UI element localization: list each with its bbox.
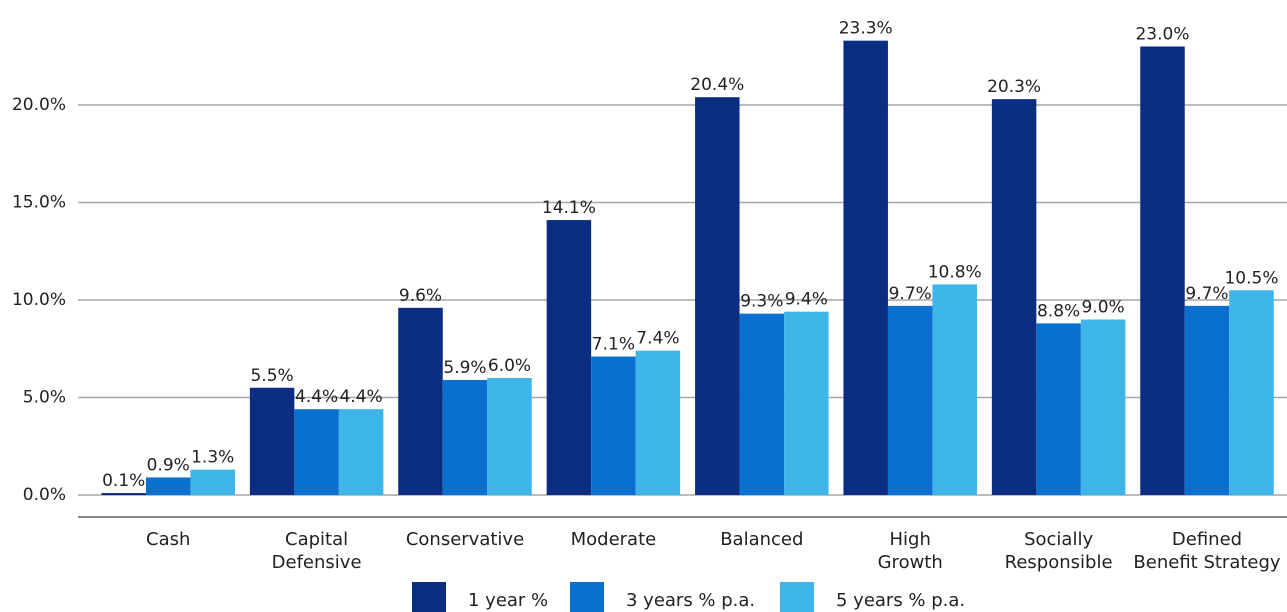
value-label: 9.7%: [889, 284, 932, 304]
value-label: 0.1%: [102, 471, 145, 491]
x-tick-label: Conservative: [406, 529, 524, 550]
bar: [1140, 46, 1185, 495]
y-tick-label: 5.0%: [23, 388, 66, 408]
value-label: 6.0%: [488, 356, 531, 376]
value-label: 5.5%: [250, 366, 293, 386]
value-label: 10.5%: [1224, 268, 1278, 288]
bar: [1184, 305, 1230, 495]
bar: [784, 311, 829, 495]
y-tick-label: 10.0%: [12, 290, 66, 310]
value-label: 10.8%: [928, 262, 982, 282]
bar: [695, 97, 740, 495]
value-label: 14.1%: [542, 198, 596, 218]
x-tick-label: Cash: [146, 529, 190, 550]
value-label: 9.4%: [785, 290, 828, 310]
bar: [546, 220, 592, 496]
x-tick-label: Moderate: [571, 529, 657, 550]
bar: [932, 284, 977, 495]
value-label: 9.0%: [1081, 298, 1124, 318]
legend-label: 5 years % p.a.: [836, 590, 965, 611]
x-tick-label: Capital Defensive: [272, 529, 362, 573]
bar: [190, 469, 235, 495]
legend-swatch: [780, 582, 814, 612]
value-label: 9.6%: [399, 286, 442, 306]
x-tick-label: Socially Responsible: [1005, 529, 1113, 573]
bar: [887, 305, 933, 495]
y-tick-label: 0.0%: [23, 485, 66, 505]
value-label: 1.3%: [191, 448, 234, 468]
value-label: 23.0%: [1135, 25, 1189, 45]
y-tick-label: 15.0%: [12, 193, 66, 213]
value-label: 8.8%: [1037, 301, 1080, 321]
x-tick-label: High Growth: [878, 529, 943, 573]
y-tick-label: 20.0%: [12, 95, 66, 115]
bar: [991, 99, 1037, 496]
bar: [843, 40, 888, 496]
bar: [294, 409, 339, 495]
bar: [398, 307, 443, 495]
value-label: 20.4%: [690, 75, 744, 95]
value-label: 4.4%: [339, 387, 382, 407]
bar: [635, 350, 681, 495]
legend-swatch: [412, 582, 446, 612]
value-label: 20.3%: [987, 77, 1041, 97]
x-tick-label: Defined Benefit Strategy: [1133, 529, 1280, 573]
value-label: 9.3%: [740, 292, 783, 312]
bar: [338, 409, 384, 495]
value-label: 4.4%: [295, 387, 338, 407]
bar: [145, 477, 191, 495]
value-label: 7.4%: [636, 329, 679, 349]
bar: [442, 379, 488, 495]
bar: [101, 493, 146, 495]
value-label: 9.7%: [1185, 284, 1228, 304]
legend-swatch: [570, 582, 604, 612]
bar: [739, 313, 785, 495]
value-label: 23.3%: [839, 19, 893, 39]
legend-label: 3 years % p.a.: [626, 590, 755, 611]
x-tick-label: Balanced: [720, 529, 803, 550]
bar: [1080, 319, 1126, 495]
bar: [1036, 323, 1081, 495]
bar: [249, 387, 295, 495]
value-label: 5.9%: [443, 358, 486, 378]
bar: [487, 378, 532, 495]
legend-label: 1 year %: [468, 590, 548, 611]
value-label: 0.9%: [147, 455, 190, 475]
value-label: 7.1%: [592, 335, 635, 355]
bar: [591, 356, 636, 495]
bar: [1229, 290, 1274, 495]
